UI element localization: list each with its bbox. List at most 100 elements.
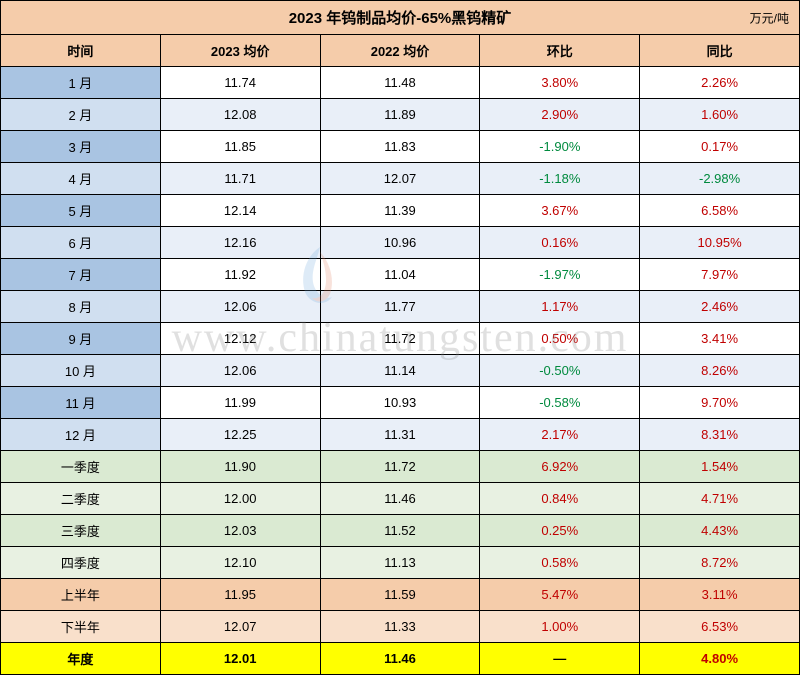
row-label: 10 月 <box>1 355 161 387</box>
cell-2023: 12.12 <box>160 323 320 355</box>
table-container: www.chinatungsten.com 2023 年钨制品均价-65%黑钨精… <box>0 0 800 675</box>
col-time: 时间 <box>1 35 161 67</box>
row-label: 11 月 <box>1 387 161 419</box>
cell-2023: 12.08 <box>160 99 320 131</box>
table-row: 12 月12.2511.312.17%8.31% <box>1 419 800 451</box>
cell-2022: 11.39 <box>320 195 480 227</box>
cell-2022: 11.48 <box>320 67 480 99</box>
table-row: 6 月12.1610.960.16%10.95% <box>1 227 800 259</box>
cell-mom: 3.80% <box>480 67 640 99</box>
cell-2022: 11.72 <box>320 451 480 483</box>
cell-mom: — <box>480 643 640 675</box>
cell-mom: -1.18% <box>480 163 640 195</box>
cell-yoy: 7.97% <box>640 259 800 291</box>
table-row: 7 月11.9211.04-1.97%7.97% <box>1 259 800 291</box>
cell-2023: 12.16 <box>160 227 320 259</box>
table-row: 1 月11.7411.483.80%2.26% <box>1 67 800 99</box>
cell-mom: -1.90% <box>480 131 640 163</box>
row-label: 二季度 <box>1 483 161 515</box>
table-row: 8 月12.0611.771.17%2.46% <box>1 291 800 323</box>
table-row: 3 月11.8511.83-1.90%0.17% <box>1 131 800 163</box>
cell-yoy: 4.43% <box>640 515 800 547</box>
row-label: 上半年 <box>1 579 161 611</box>
row-label: 一季度 <box>1 451 161 483</box>
cell-2022: 11.46 <box>320 643 480 675</box>
row-label: 四季度 <box>1 547 161 579</box>
row-label: 1 月 <box>1 67 161 99</box>
cell-2023: 12.06 <box>160 291 320 323</box>
cell-2023: 12.07 <box>160 611 320 643</box>
row-label: 下半年 <box>1 611 161 643</box>
row-label: 8 月 <box>1 291 161 323</box>
cell-mom: 0.84% <box>480 483 640 515</box>
row-label: 3 月 <box>1 131 161 163</box>
cell-2023: 11.95 <box>160 579 320 611</box>
cell-2022: 11.83 <box>320 131 480 163</box>
table-row: 四季度12.1011.130.58%8.72% <box>1 547 800 579</box>
cell-mom: 0.16% <box>480 227 640 259</box>
cell-yoy: 2.26% <box>640 67 800 99</box>
table-row: 三季度12.0311.520.25%4.43% <box>1 515 800 547</box>
cell-yoy: 4.71% <box>640 483 800 515</box>
table-row: 2 月12.0811.892.90%1.60% <box>1 99 800 131</box>
row-label: 5 月 <box>1 195 161 227</box>
cell-2022: 11.52 <box>320 515 480 547</box>
cell-mom: 0.58% <box>480 547 640 579</box>
cell-2022: 11.59 <box>320 579 480 611</box>
table-title-cell: 2023 年钨制品均价-65%黑钨精矿 万元/吨 <box>1 1 800 35</box>
header-row: 时间 2023 均价 2022 均价 环比 同比 <box>1 35 800 67</box>
cell-mom: 0.50% <box>480 323 640 355</box>
cell-2022: 11.33 <box>320 611 480 643</box>
cell-mom: 5.47% <box>480 579 640 611</box>
cell-2023: 12.25 <box>160 419 320 451</box>
table-row: 上半年11.9511.595.47%3.11% <box>1 579 800 611</box>
cell-yoy: 10.95% <box>640 227 800 259</box>
cell-mom: 2.90% <box>480 99 640 131</box>
cell-2023: 12.14 <box>160 195 320 227</box>
cell-mom: -1.97% <box>480 259 640 291</box>
cell-mom: 0.25% <box>480 515 640 547</box>
price-table: 2023 年钨制品均价-65%黑钨精矿 万元/吨 时间 2023 均价 2022… <box>0 0 800 675</box>
cell-2022: 11.89 <box>320 99 480 131</box>
table-row: 二季度12.0011.460.84%4.71% <box>1 483 800 515</box>
cell-2022: 10.93 <box>320 387 480 419</box>
cell-2023: 12.01 <box>160 643 320 675</box>
cell-mom: 3.67% <box>480 195 640 227</box>
col-mom: 环比 <box>480 35 640 67</box>
row-label: 2 月 <box>1 99 161 131</box>
cell-yoy: 2.46% <box>640 291 800 323</box>
cell-2022: 11.04 <box>320 259 480 291</box>
table-row: 一季度11.9011.726.92%1.54% <box>1 451 800 483</box>
cell-yoy: 3.41% <box>640 323 800 355</box>
cell-2022: 12.07 <box>320 163 480 195</box>
cell-2023: 12.00 <box>160 483 320 515</box>
title-row: 2023 年钨制品均价-65%黑钨精矿 万元/吨 <box>1 1 800 35</box>
table-row: 年度12.0111.46—4.80% <box>1 643 800 675</box>
cell-mom: -0.58% <box>480 387 640 419</box>
row-label: 9 月 <box>1 323 161 355</box>
cell-2023: 12.10 <box>160 547 320 579</box>
table-body: 1 月11.7411.483.80%2.26%2 月12.0811.892.90… <box>1 67 800 675</box>
cell-2023: 11.71 <box>160 163 320 195</box>
cell-2022: 11.13 <box>320 547 480 579</box>
cell-2022: 11.72 <box>320 323 480 355</box>
cell-yoy: 0.17% <box>640 131 800 163</box>
cell-mom: 6.92% <box>480 451 640 483</box>
cell-yoy: 9.70% <box>640 387 800 419</box>
cell-2022: 11.46 <box>320 483 480 515</box>
cell-yoy: 6.58% <box>640 195 800 227</box>
cell-yoy: -2.98% <box>640 163 800 195</box>
col-2023: 2023 均价 <box>160 35 320 67</box>
row-label: 12 月 <box>1 419 161 451</box>
table-row: 9 月12.1211.720.50%3.41% <box>1 323 800 355</box>
cell-2023: 12.03 <box>160 515 320 547</box>
cell-yoy: 8.31% <box>640 419 800 451</box>
col-2022: 2022 均价 <box>320 35 480 67</box>
cell-2023: 11.99 <box>160 387 320 419</box>
cell-mom: 1.17% <box>480 291 640 323</box>
cell-2023: 11.85 <box>160 131 320 163</box>
cell-2022: 10.96 <box>320 227 480 259</box>
cell-mom: 2.17% <box>480 419 640 451</box>
cell-yoy: 1.60% <box>640 99 800 131</box>
cell-mom: 1.00% <box>480 611 640 643</box>
